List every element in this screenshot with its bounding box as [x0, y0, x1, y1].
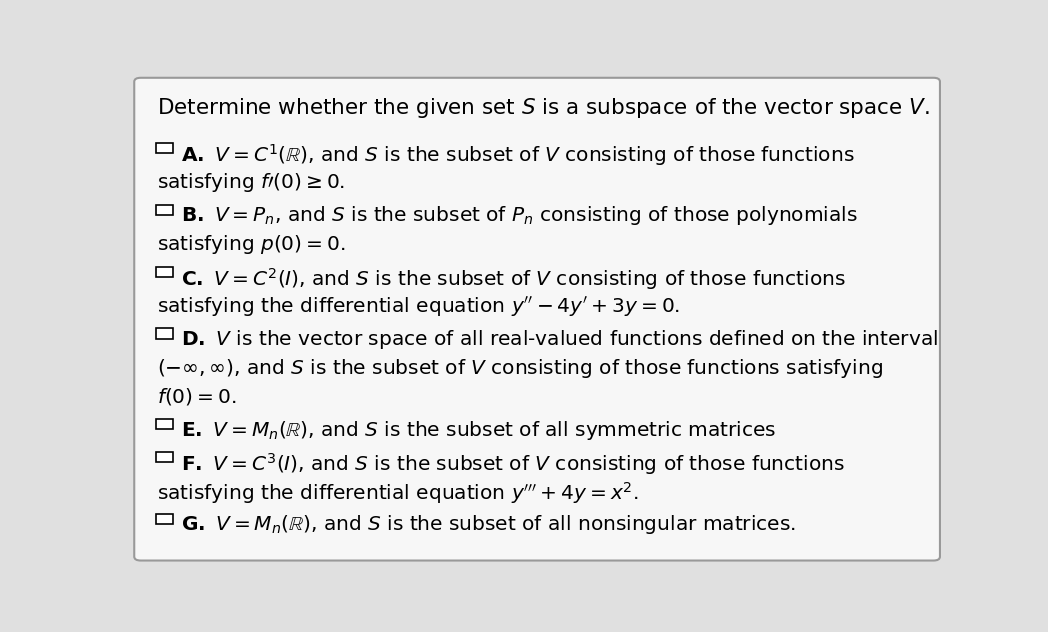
- Bar: [156, 329, 173, 339]
- FancyBboxPatch shape: [134, 78, 940, 561]
- Bar: [156, 267, 173, 277]
- Text: $f(0) = 0$.: $f(0) = 0$.: [157, 386, 237, 407]
- Text: satisfying $p(0) = 0$.: satisfying $p(0) = 0$.: [157, 233, 346, 256]
- Text: satisfying $f\prime(0) \geq 0$.: satisfying $f\prime(0) \geq 0$.: [157, 171, 345, 195]
- Bar: [156, 143, 173, 153]
- Text: $\mathbf{G.}$ $V = M_n(\mathbb{R})$, and $S$ is the subset of all nonsingular ma: $\mathbf{G.}$ $V = M_n(\mathbb{R})$, and…: [181, 513, 796, 537]
- Text: $\mathbf{D.}$ $V$ is the vector space of all real-valued functions defined on th: $\mathbf{D.}$ $V$ is the vector space of…: [181, 328, 938, 351]
- Text: $\mathbf{F.}$ $V = C^3(I)$, and $S$ is the subset of $V$ consisting of those fun: $\mathbf{F.}$ $V = C^3(I)$, and $S$ is t…: [181, 451, 845, 477]
- Text: Determine whether the given set $S$ is a subspace of the vector space $V$.: Determine whether the given set $S$ is a…: [157, 96, 930, 120]
- Text: $(-\infty, \infty)$, and $S$ is the subset of $V$ consisting of those functions : $(-\infty, \infty)$, and $S$ is the subs…: [157, 357, 882, 380]
- Text: $\mathbf{B.}$ $V = P_n$, and $S$ is the subset of $P_n$ consisting of those poly: $\mathbf{B.}$ $V = P_n$, and $S$ is the …: [181, 204, 858, 228]
- Text: satisfying the differential equation $y^{\prime\prime\prime} + 4y = x^2$.: satisfying the differential equation $y^…: [157, 480, 638, 506]
- Bar: [156, 452, 173, 462]
- Bar: [156, 205, 173, 215]
- Text: $\mathbf{C.}$ $V = C^2(I)$, and $S$ is the subset of $V$ consisting of those fun: $\mathbf{C.}$ $V = C^2(I)$, and $S$ is t…: [181, 266, 846, 292]
- Bar: [156, 514, 173, 524]
- Text: $\mathbf{A.}$ $V = C^1(\mathbb{R})$, and $S$ is the subset of $V$ consisting of : $\mathbf{A.}$ $V = C^1(\mathbb{R})$, and…: [181, 142, 855, 168]
- Text: satisfying the differential equation $y^{\prime\prime} - 4y^{\prime} + 3y = 0$.: satisfying the differential equation $y^…: [157, 295, 680, 319]
- Bar: [156, 419, 173, 429]
- Text: $\mathbf{E.}$ $V = M_n(\mathbb{R})$, and $S$ is the subset of all symmetric matr: $\mathbf{E.}$ $V = M_n(\mathbb{R})$, and…: [181, 418, 777, 442]
